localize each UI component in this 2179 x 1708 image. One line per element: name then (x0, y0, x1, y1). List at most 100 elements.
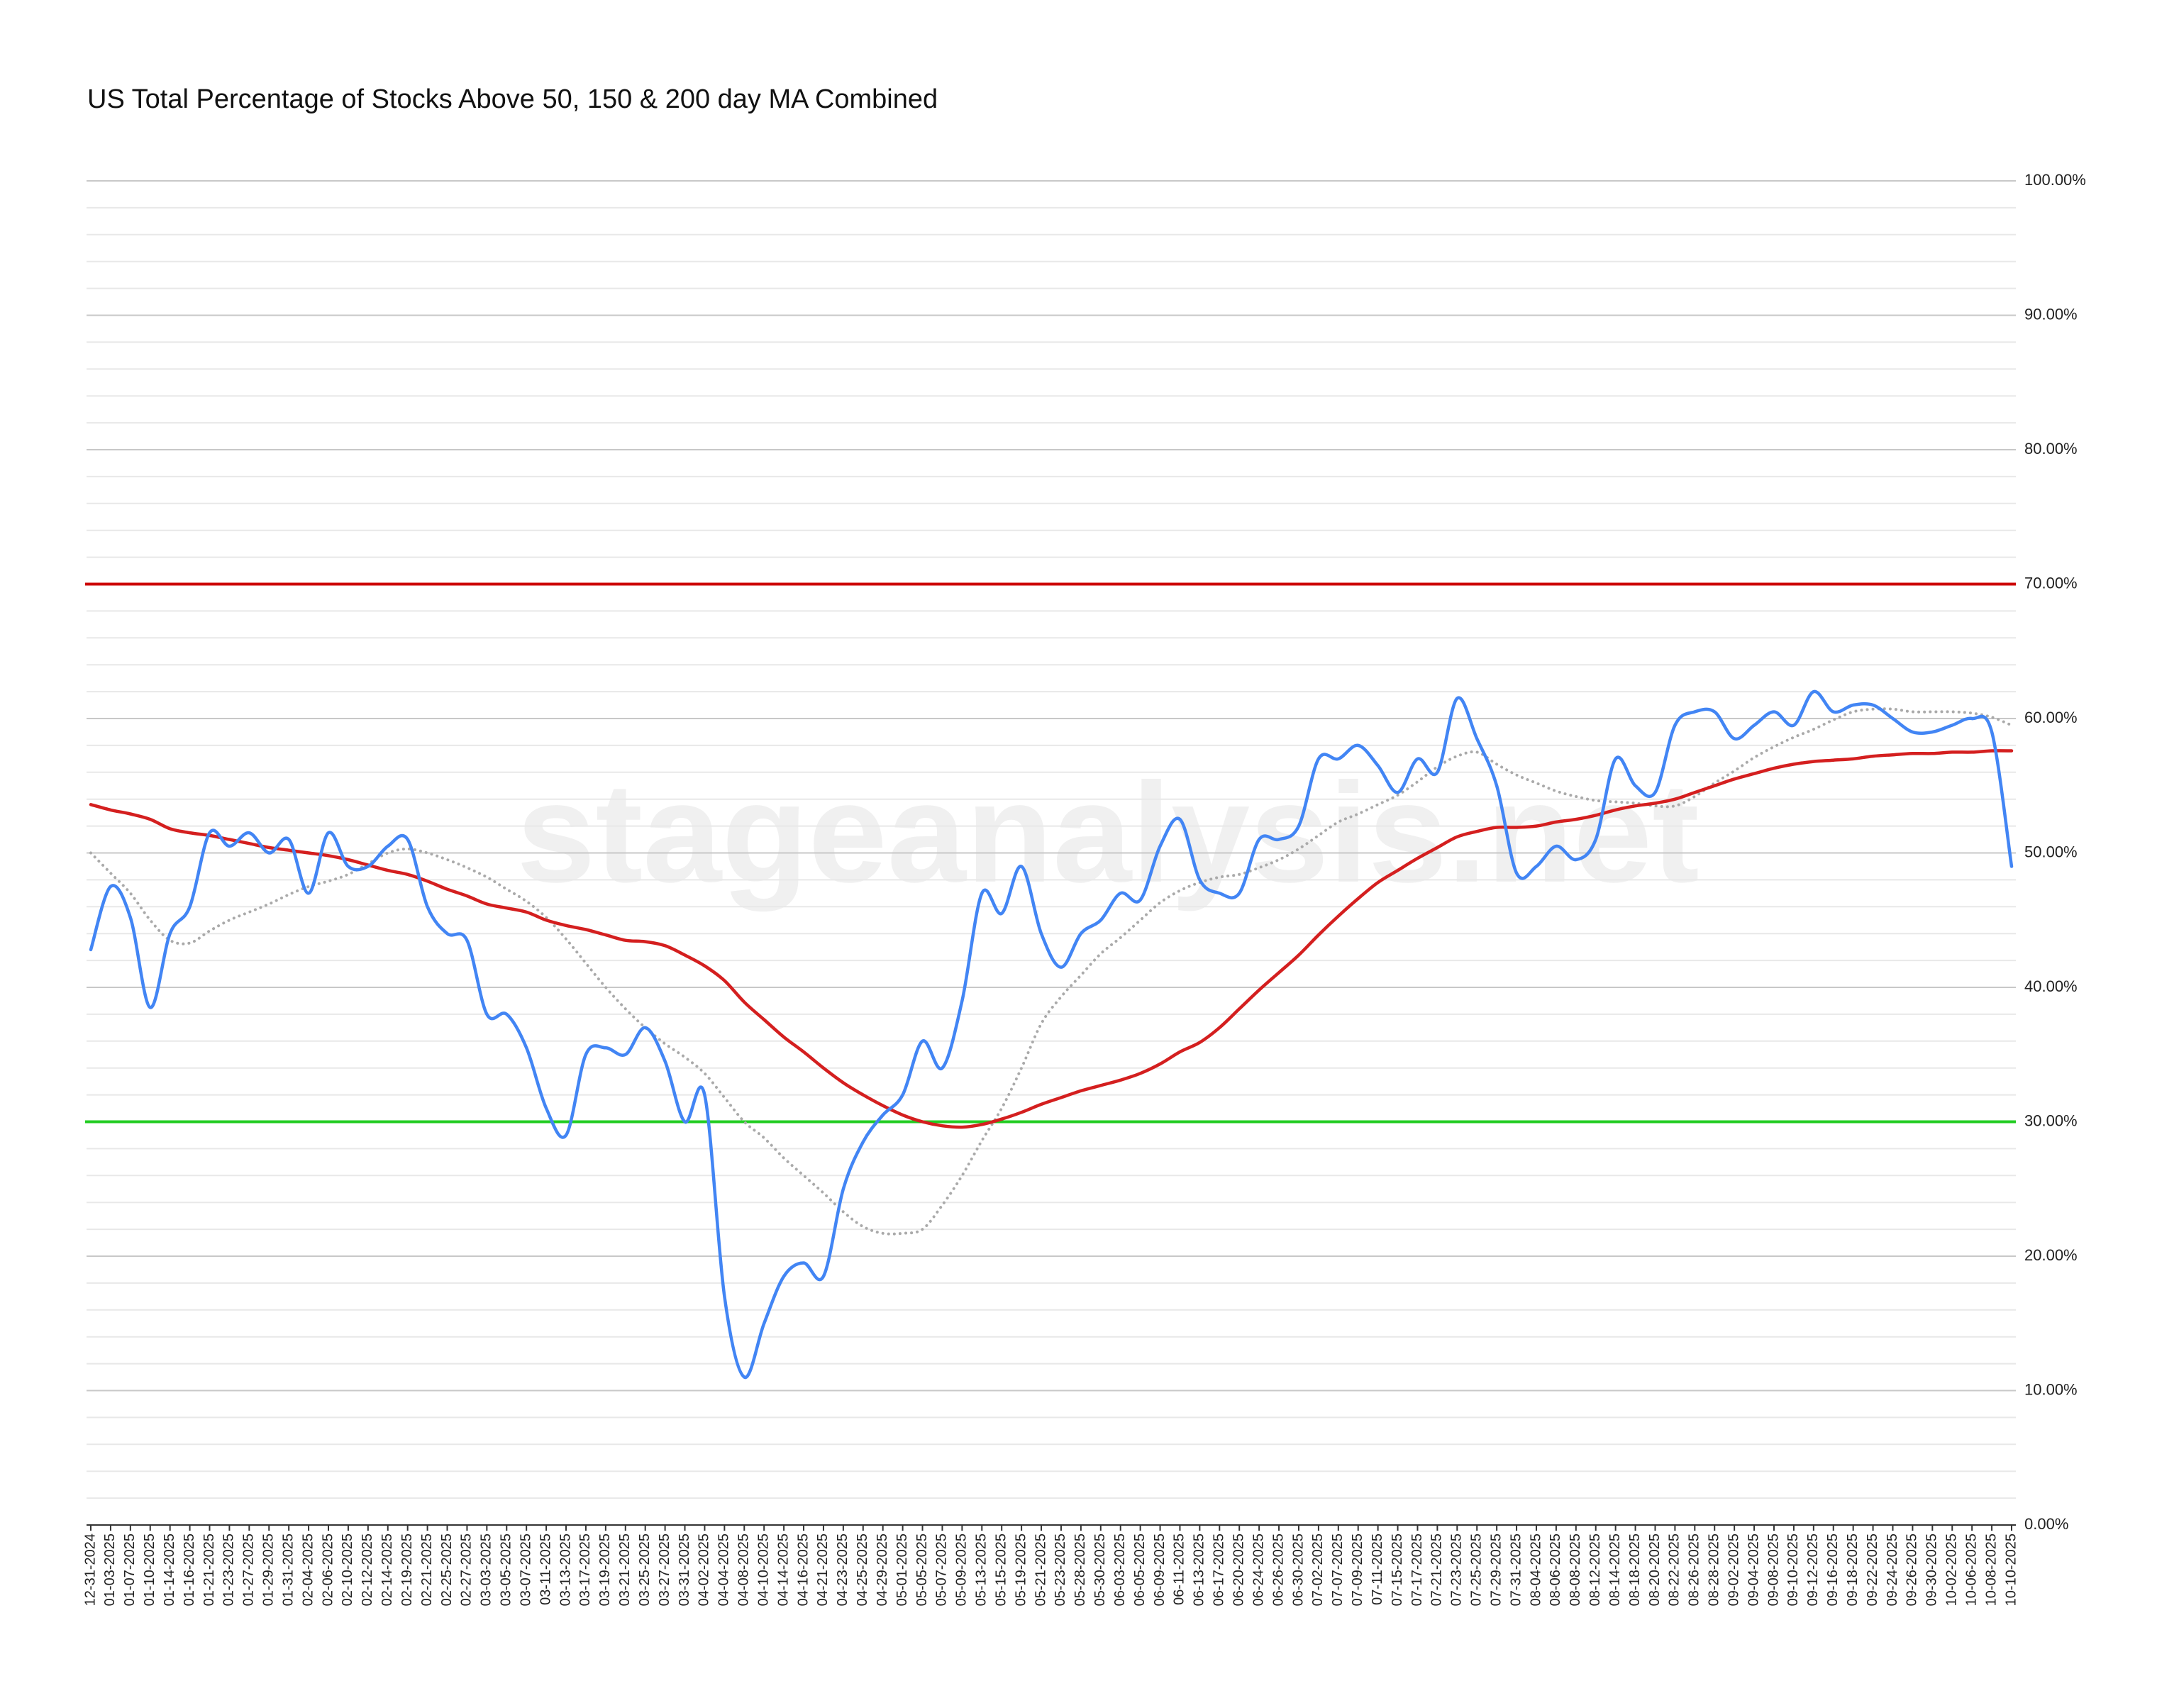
x-tick-label: 07-02-2025 (1310, 1534, 1326, 1606)
x-tick-label: 05-01-2025 (894, 1534, 910, 1606)
x-tick-label: 03-25-2025 (637, 1534, 653, 1606)
x-tick-label: 07-09-2025 (1350, 1534, 1365, 1606)
x-tick-label: 05-09-2025 (954, 1534, 970, 1606)
x-tick-label: 05-28-2025 (1072, 1534, 1088, 1606)
x-tick-label: 03-19-2025 (597, 1534, 613, 1606)
watermark: stageanalysis.net (516, 754, 1699, 912)
x-tick-label: 06-17-2025 (1212, 1534, 1227, 1606)
x-tick-label: 10-10-2025 (2003, 1534, 2019, 1606)
x-tick-label: 10-02-2025 (1944, 1534, 1960, 1606)
x-tick-label: 01-27-2025 (241, 1534, 257, 1606)
y-tick-label: 40.00% (2024, 977, 2078, 995)
y-tick-label: 0.00% (2024, 1515, 2068, 1533)
x-tick-label: 04-25-2025 (855, 1534, 870, 1606)
x-tick-label: 04-16-2025 (795, 1534, 811, 1606)
x-tick-label: 07-31-2025 (1508, 1534, 1524, 1606)
x-tick-label: 09-18-2025 (1845, 1534, 1861, 1606)
x-tick-label: 09-26-2025 (1904, 1534, 1920, 1606)
x-tick-label: 02-04-2025 (300, 1534, 316, 1606)
x-tick-label: 02-21-2025 (419, 1534, 435, 1606)
y-tick-label: 100.00% (2024, 171, 2086, 189)
x-tick-label: 07-11-2025 (1370, 1534, 1385, 1605)
x-tick-label: 02-06-2025 (320, 1534, 336, 1606)
x-tick-label: 02-27-2025 (459, 1534, 475, 1606)
x-tick-label: 04-04-2025 (716, 1534, 732, 1606)
x-tick-label: 01-07-2025 (122, 1534, 138, 1606)
x-tick-label: 02-19-2025 (399, 1534, 415, 1606)
x-tick-label: 03-11-2025 (538, 1534, 553, 1605)
x-tick-label: 08-18-2025 (1627, 1534, 1643, 1606)
x-tick-label: 05-07-2025 (934, 1534, 950, 1606)
x-tick-label: 08-04-2025 (1528, 1534, 1543, 1606)
x-tick-label: 03-31-2025 (677, 1534, 692, 1606)
x-tick-label: 06-05-2025 (1132, 1534, 1148, 1606)
x-tick-label: 02-14-2025 (379, 1534, 395, 1606)
series-line (89, 689, 2014, 1379)
x-tick-label: 09-10-2025 (1785, 1534, 1801, 1606)
x-tick-label: 03-21-2025 (617, 1534, 633, 1606)
x-tick-label: 03-05-2025 (499, 1534, 514, 1606)
x-tick-label: 04-29-2025 (875, 1534, 890, 1606)
x-tick-label: 02-25-2025 (439, 1534, 455, 1606)
x-tick-label: 07-25-2025 (1469, 1534, 1485, 1606)
x-tick-label: 08-26-2025 (1687, 1534, 1702, 1606)
x-tick-label: 08-28-2025 (1707, 1534, 1722, 1606)
x-tick-label: 01-03-2025 (102, 1534, 118, 1606)
x-tick-label: 06-20-2025 (1231, 1534, 1246, 1606)
series-line (89, 749, 2014, 1129)
x-tick-label: 04-10-2025 (755, 1534, 771, 1606)
x-tick-label: 01-21-2025 (201, 1534, 217, 1606)
x-tick-label: 08-06-2025 (1548, 1534, 1563, 1606)
x-tick-label: 04-23-2025 (835, 1534, 850, 1606)
x-tick-label: 01-10-2025 (142, 1534, 157, 1606)
x-tick-label: 05-13-2025 (974, 1534, 989, 1606)
x-tick-label: 07-17-2025 (1409, 1534, 1425, 1606)
series-line (89, 707, 2013, 1236)
x-tick-label: 08-08-2025 (1568, 1534, 1583, 1606)
x-tick-label: 04-08-2025 (736, 1534, 752, 1606)
x-tick-label: 09-04-2025 (1746, 1534, 1761, 1606)
x-tick-label: 09-12-2025 (1805, 1534, 1821, 1606)
x-tick-label: 06-11-2025 (1172, 1534, 1187, 1605)
x-tick-label: 05-19-2025 (1013, 1534, 1028, 1606)
y-tick-label: 80.00% (2024, 440, 2078, 458)
x-tick-label: 07-15-2025 (1390, 1534, 1405, 1606)
x-tick-label: 04-21-2025 (815, 1534, 831, 1606)
x-tick-label: 03-27-2025 (657, 1534, 672, 1606)
x-tick-label: 04-02-2025 (697, 1534, 712, 1606)
x-tick-label: 06-09-2025 (1152, 1534, 1168, 1606)
x-tick-label: 05-15-2025 (993, 1534, 1009, 1606)
x-tick-label: 09-16-2025 (1825, 1534, 1841, 1606)
x-tick-label: 06-26-2025 (1270, 1534, 1286, 1606)
x-tick-label: 05-23-2025 (1053, 1534, 1068, 1606)
x-tick-label: 03-13-2025 (558, 1534, 573, 1606)
x-tick-label: 10-08-2025 (1983, 1534, 1999, 1606)
x-tick-label: 06-24-2025 (1251, 1534, 1266, 1606)
x-tick-label: 07-07-2025 (1330, 1534, 1346, 1606)
x-tick-label: 02-12-2025 (360, 1534, 375, 1606)
x-tick-label: 08-20-2025 (1647, 1534, 1663, 1606)
y-tick-label: 50.00% (2024, 843, 2078, 860)
x-tick-label: 07-21-2025 (1429, 1534, 1445, 1606)
y-tick-label: 90.00% (2024, 305, 2078, 323)
x-tick-label: 01-31-2025 (280, 1534, 296, 1606)
x-tick-label: 09-02-2025 (1726, 1534, 1741, 1606)
x-tick-label: 06-13-2025 (1192, 1534, 1207, 1606)
x-tick-label: 09-08-2025 (1765, 1534, 1781, 1606)
x-tick-label: 08-14-2025 (1607, 1534, 1623, 1606)
x-tick-label: 03-17-2025 (577, 1534, 593, 1606)
x-tick-label: 01-23-2025 (221, 1534, 237, 1606)
x-tick-label: 09-30-2025 (1924, 1534, 1940, 1606)
x-tick-label: 06-03-2025 (1112, 1534, 1128, 1606)
y-tick-label: 30.00% (2024, 1111, 2078, 1129)
y-tick-label: 70.00% (2024, 574, 2078, 592)
y-tick-label: 20.00% (2024, 1246, 2078, 1264)
x-tick-label: 05-21-2025 (1033, 1534, 1048, 1606)
x-tick-label: 08-22-2025 (1667, 1534, 1682, 1606)
x-tick-label: 06-30-2025 (1290, 1534, 1306, 1606)
x-tick-label: 12-31-2024 (82, 1534, 98, 1606)
x-tick-label: 01-16-2025 (182, 1534, 197, 1606)
x-tick-label: 01-14-2025 (162, 1534, 177, 1606)
